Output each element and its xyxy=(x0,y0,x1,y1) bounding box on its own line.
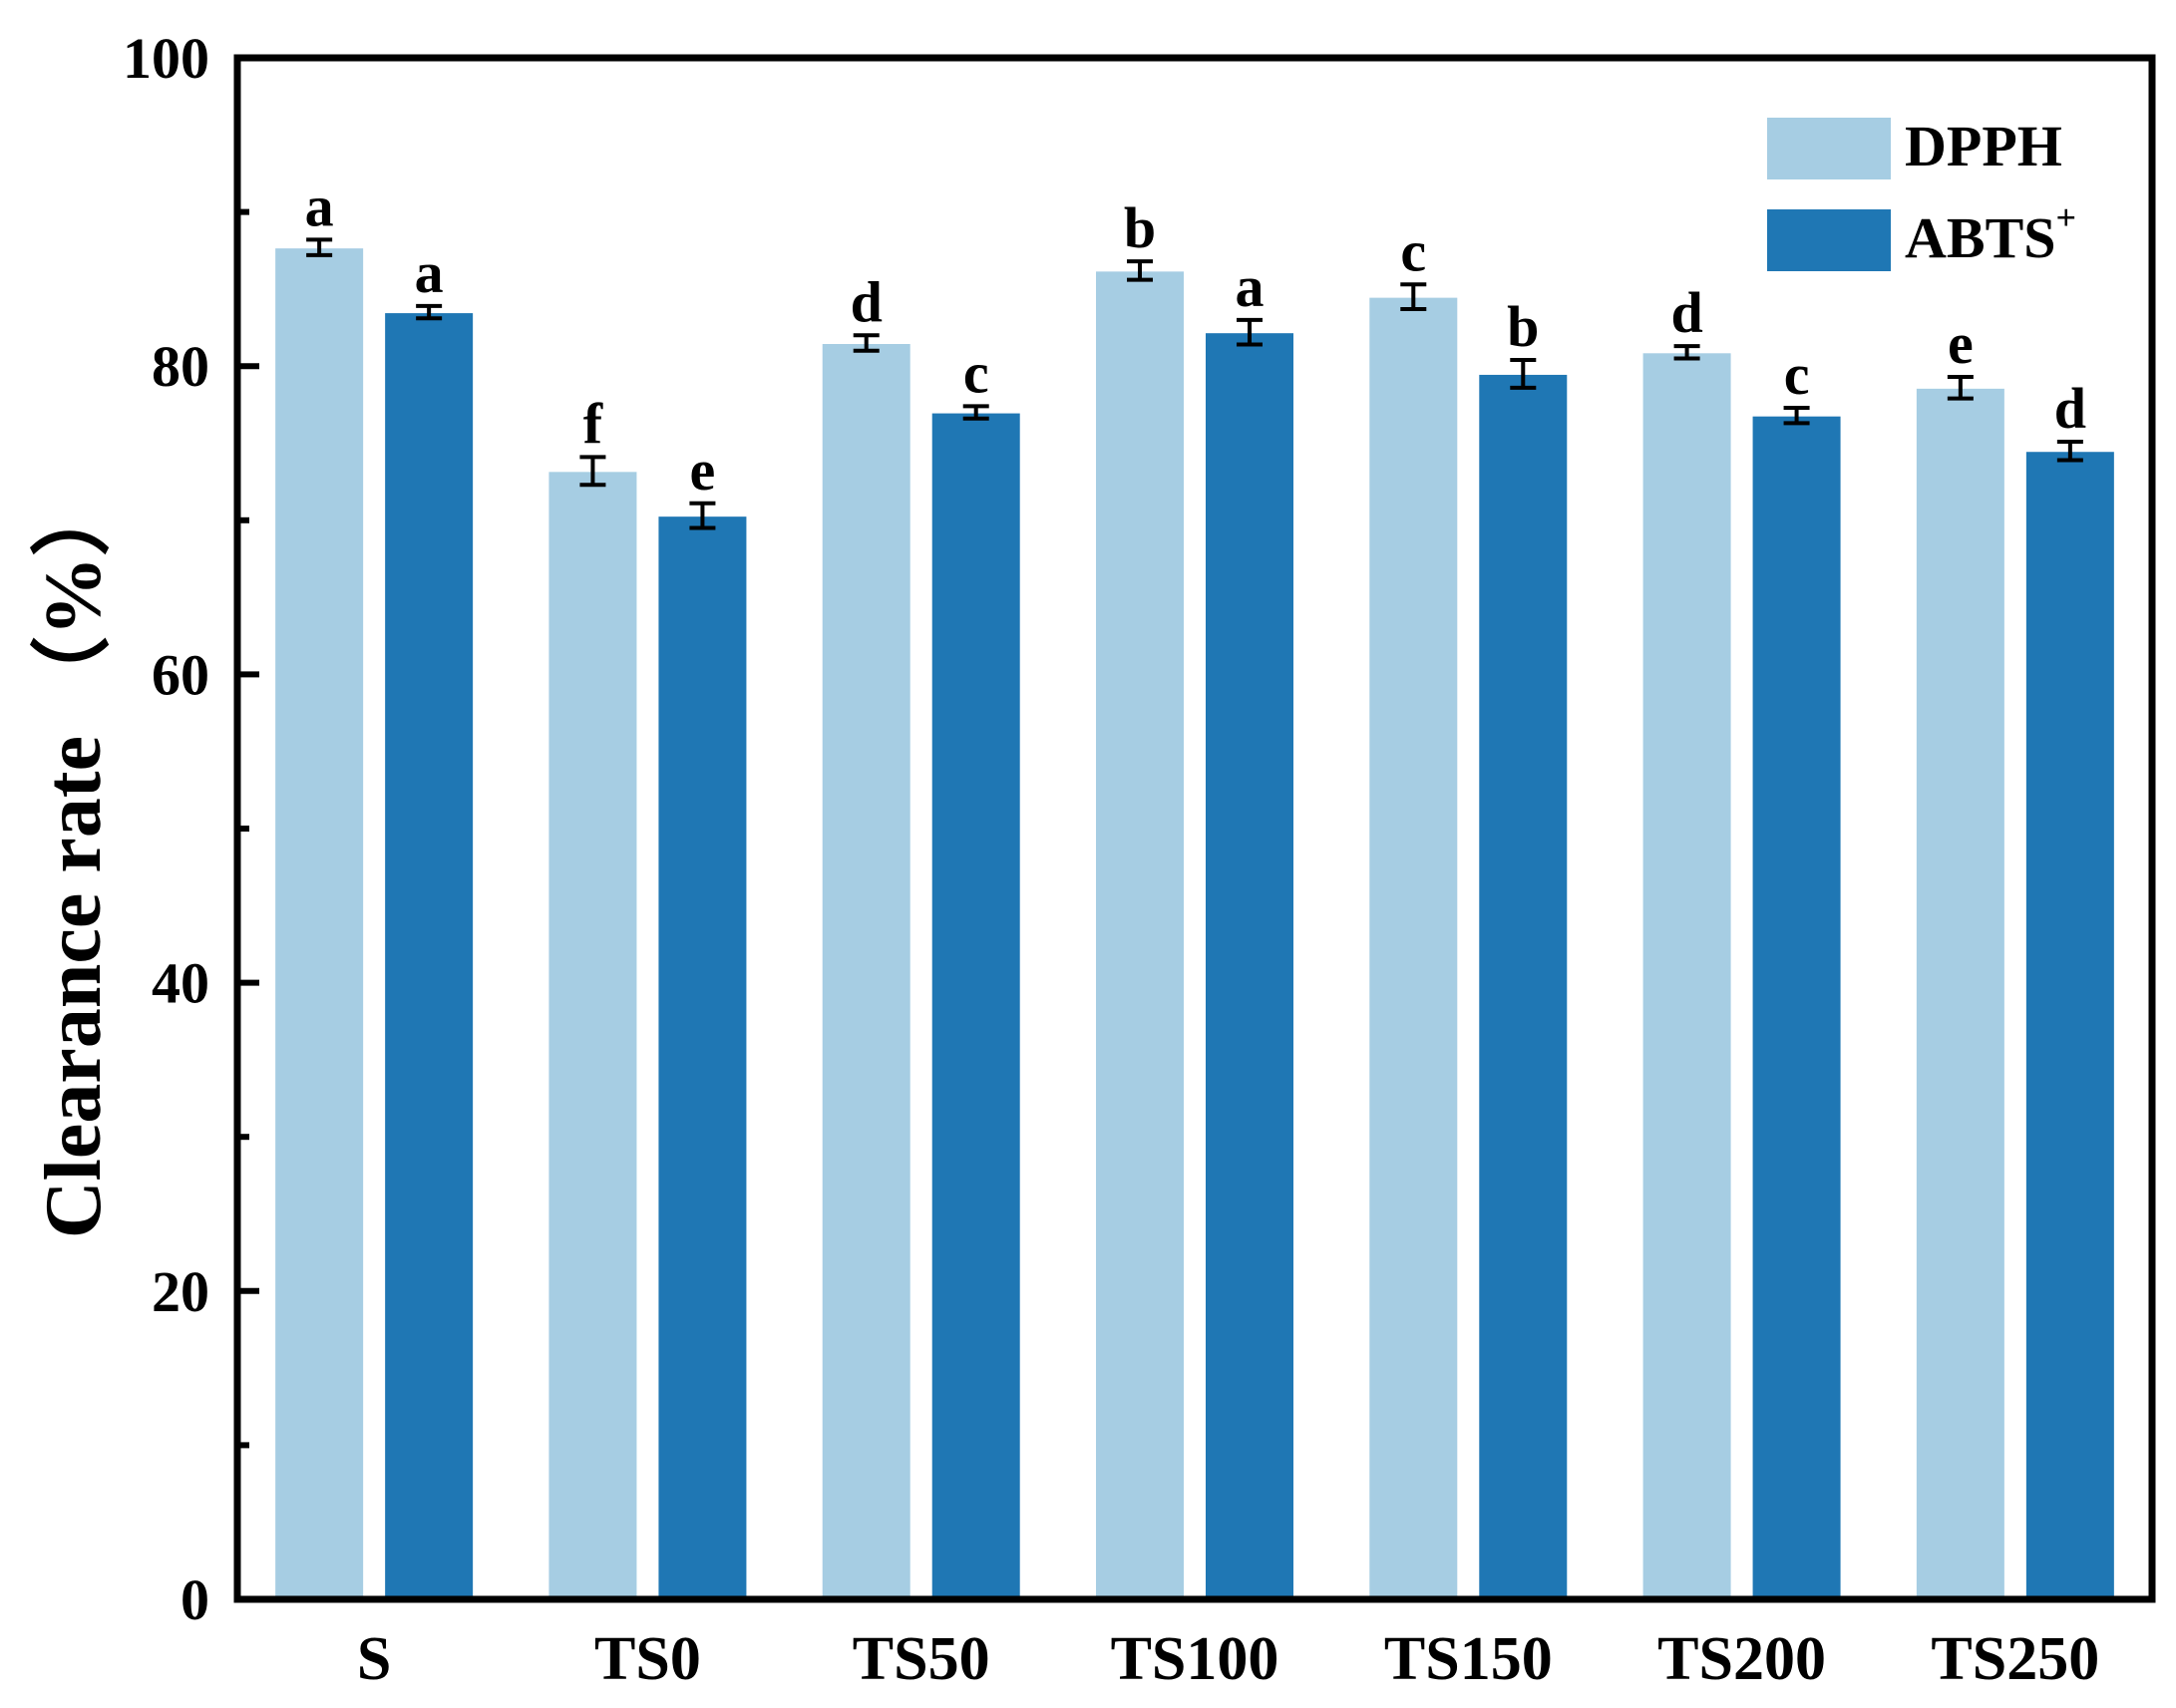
bar-abts-ts50 xyxy=(929,411,1022,1601)
bar-dpph-ts150 xyxy=(1367,295,1460,1600)
significance-labels-layer: a a f e d c b a c b d c e d xyxy=(305,173,2086,502)
error-bar-dpph-s xyxy=(306,237,333,257)
error-bars-layer xyxy=(306,237,2083,530)
bar-abts-ts250 xyxy=(2023,450,2116,1601)
y-axis-title: Clearance rate （%） xyxy=(30,477,118,1238)
error-bar-dpph-ts150 xyxy=(1400,282,1427,311)
bar-abts-s xyxy=(383,311,476,1601)
x-tick-label-ts150: TS150 xyxy=(1384,1625,1553,1693)
y-tick-label-20: 20 xyxy=(152,1259,209,1324)
x-tick-label-ts200: TS200 xyxy=(1657,1625,1826,1693)
error-bar-abts-ts50 xyxy=(962,404,989,421)
significance-label-abts-ts200: c xyxy=(1784,342,1810,407)
x-tick-label-ts0: TS0 xyxy=(594,1625,701,1693)
significance-label-dpph-ts150: c xyxy=(1400,218,1426,283)
x-axis: S TS0 TS50 TS100 TS150 TS200 TS250 xyxy=(357,1625,2099,1693)
bar-abts-ts150 xyxy=(1477,372,1570,1600)
bar-dpph-ts250 xyxy=(1914,386,2006,1600)
error-bar-abts-ts200 xyxy=(1783,405,1810,426)
y-tick-label-80: 80 xyxy=(152,334,209,399)
significance-label-dpph-ts250: e xyxy=(1948,311,1974,376)
significance-label-abts-ts100: a xyxy=(1236,254,1265,319)
significance-label-abts-s: a xyxy=(415,240,444,305)
legend-swatch-abts xyxy=(1767,209,1891,271)
error-bar-abts-ts250 xyxy=(2056,439,2083,463)
bar-dpph-ts50 xyxy=(820,342,912,1600)
error-bar-dpph-ts50 xyxy=(853,333,880,353)
y-tick-label-40: 40 xyxy=(152,951,209,1016)
error-bar-abts-s xyxy=(416,303,443,321)
significance-label-dpph-s: a xyxy=(305,173,334,238)
bars-layer xyxy=(273,246,2116,1601)
bar-abts-ts0 xyxy=(656,514,749,1600)
significance-label-abts-ts150: b xyxy=(1507,294,1539,359)
y-tick-label-100: 100 xyxy=(123,26,209,91)
significance-label-dpph-ts50: d xyxy=(851,269,883,334)
legend-label-dpph: DPPH xyxy=(1905,114,2062,178)
significance-label-dpph-ts0: f xyxy=(583,391,603,456)
legend: DPPH ABTS+ xyxy=(1767,114,2076,271)
bar-dpph-ts0 xyxy=(546,470,639,1600)
x-tick-label-s: S xyxy=(357,1625,391,1693)
significance-label-abts-ts0: e xyxy=(690,438,716,503)
bar-dpph-ts200 xyxy=(1640,351,1733,1600)
error-bar-dpph-ts200 xyxy=(1673,344,1700,361)
error-bar-dpph-ts100 xyxy=(1127,259,1153,282)
error-bar-abts-ts150 xyxy=(1510,358,1537,390)
error-bar-abts-ts0 xyxy=(689,501,716,530)
significance-label-dpph-ts100: b xyxy=(1124,195,1156,260)
x-tick-label-ts250: TS250 xyxy=(1931,1625,2099,1693)
error-bar-dpph-ts0 xyxy=(579,455,606,488)
legend-label-abts-main: ABTS xyxy=(1905,205,2056,270)
y-tick-label-0: 0 xyxy=(181,1567,209,1632)
legend-label-abts-superscript: + xyxy=(2056,197,2077,237)
bar-dpph-s xyxy=(273,246,366,1601)
significance-label-dpph-ts200: d xyxy=(1670,280,1702,345)
x-tick-label-ts50: TS50 xyxy=(853,1625,990,1693)
bar-abts-ts100 xyxy=(1204,331,1295,1600)
bar-abts-ts200 xyxy=(1750,414,1843,1600)
legend-swatch-dpph xyxy=(1767,118,1891,179)
y-axis: 0 20 40 60 80 100 xyxy=(123,26,259,1632)
significance-label-abts-ts50: c xyxy=(963,340,989,405)
bar-dpph-ts100 xyxy=(1094,269,1186,1600)
legend-label-abts: ABTS+ xyxy=(1905,197,2076,270)
error-bar-dpph-ts250 xyxy=(1947,375,1974,401)
y-tick-label-60: 60 xyxy=(152,642,209,707)
error-bar-abts-ts100 xyxy=(1237,317,1263,347)
significance-label-abts-ts250: d xyxy=(2054,376,2086,441)
x-tick-label-ts100: TS100 xyxy=(1111,1625,1279,1693)
